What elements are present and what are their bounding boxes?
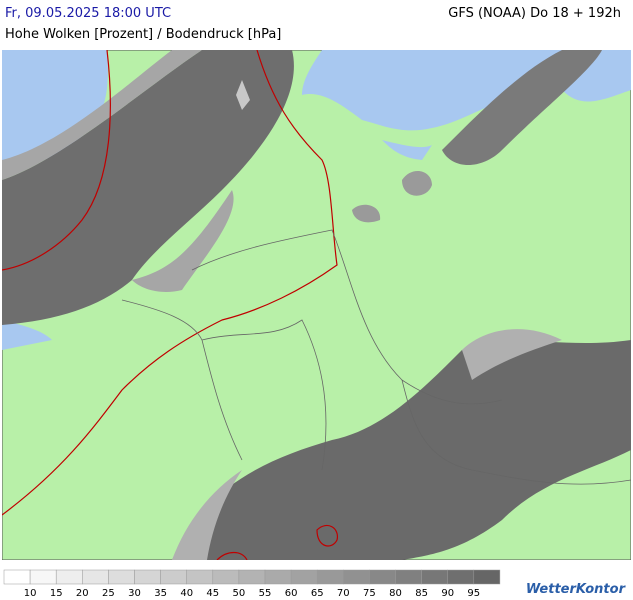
legend-label: 30 — [128, 588, 141, 599]
legend: 10 15 20 25 30 35 40 45 50 55 60 65 70 75 80 85 90 95 — [3, 569, 501, 599]
north-sea — [2, 50, 108, 170]
legend-swatch — [421, 569, 448, 585]
isobar — [2, 50, 111, 271]
legend-label: 90 — [441, 588, 454, 599]
cloud-patch — [352, 170, 432, 223]
legend-label: 25 — [102, 588, 115, 599]
channel — [2, 320, 52, 350]
cloud-edge — [2, 50, 234, 292]
legend-label: 65 — [311, 588, 324, 599]
isobar — [216, 525, 339, 560]
borders — [121, 229, 631, 485]
legend-swatch — [343, 569, 370, 585]
cloud-band — [2, 50, 294, 325]
legend-label: 55 — [259, 588, 272, 599]
cloud-gap — [236, 80, 250, 110]
legend-label: 45 — [206, 588, 219, 599]
isobar — [2, 50, 338, 516]
legend-label: 15 — [50, 588, 63, 599]
cloud-edge — [172, 329, 562, 560]
subtitle: Hohe Wolken [Prozent] / Bodendruck [hPa] — [5, 27, 282, 42]
legend-swatch — [3, 569, 31, 585]
legend-swatch — [238, 569, 266, 585]
legend-swatch — [29, 569, 57, 585]
cloud-band — [172, 340, 631, 560]
legend-swatch — [316, 569, 344, 585]
legend-swatch — [108, 569, 135, 585]
legend-label: 95 — [467, 588, 480, 599]
legend-swatch — [186, 569, 214, 585]
legend-swatch — [82, 569, 109, 585]
legend-swatch — [290, 569, 318, 585]
legend-swatch — [160, 569, 187, 585]
cloud-band — [442, 50, 602, 165]
map — [2, 50, 631, 560]
legend-label: 75 — [363, 588, 376, 599]
legend-swatch — [212, 569, 240, 585]
legend-swatch — [447, 569, 475, 585]
legend-label: 10 — [24, 588, 37, 599]
legend-swatch — [55, 569, 83, 585]
legend-label: 50 — [233, 588, 246, 599]
legend-swatch — [134, 569, 161, 585]
legend-label: 40 — [180, 588, 193, 599]
legend-label: 60 — [285, 588, 298, 599]
datetime: Fr, 09.05.2025 18:00 UTC — [5, 6, 172, 21]
logo: WetterKontor — [525, 582, 625, 597]
legend-swatch — [264, 569, 292, 585]
legend-swatch — [369, 569, 396, 585]
legend-label: 35 — [154, 588, 167, 599]
legend-swatch — [395, 569, 422, 585]
legend-swatch — [473, 569, 501, 585]
legend-label: 70 — [337, 588, 350, 599]
legend-label: 80 — [389, 588, 402, 599]
legend-label: 85 — [415, 588, 428, 599]
legend-label: 20 — [76, 588, 89, 599]
model-run: GFS (NOAA) Do 18 + 192h — [448, 6, 621, 21]
